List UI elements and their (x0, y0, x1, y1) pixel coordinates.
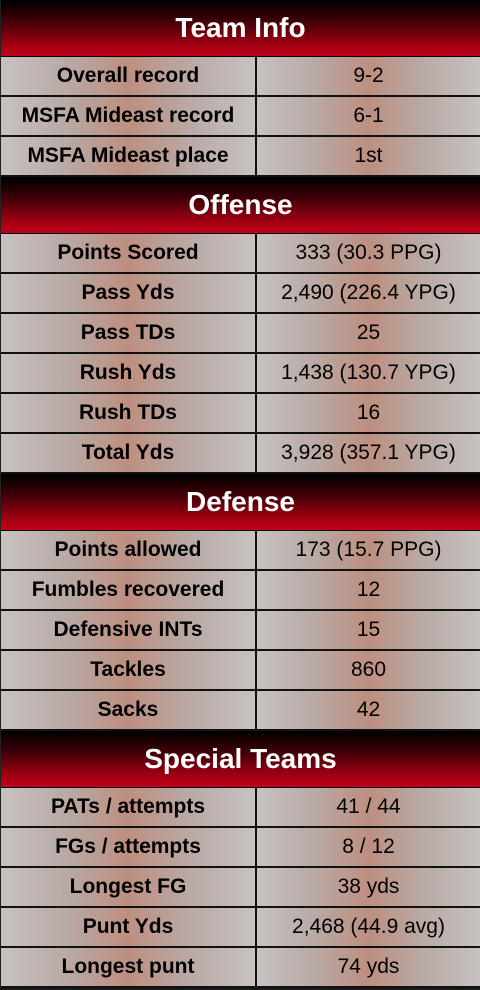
row-label: Pass Yds (1, 274, 257, 312)
row-label: Rush Yds (1, 354, 257, 392)
section-header-team-info: Team Info (1, 0, 480, 57)
row-value: 6-1 (257, 97, 480, 135)
section-header-defense: Defense (1, 474, 480, 531)
row-label: Overall record (1, 57, 257, 95)
row-label: Pass TDs (1, 314, 257, 352)
table-row: FGs / attempts 8 / 12 (1, 828, 480, 868)
table-row: Points allowed 173 (15.7 PPG) (1, 531, 480, 571)
row-value: 333 (30.3 PPG) (257, 234, 480, 272)
row-label: Defensive INTs (1, 611, 257, 649)
table-row: Total Yds 3,928 (357.1 YPG) (1, 434, 480, 474)
table-row: MSFA Mideast place 1st (1, 137, 480, 177)
row-label: Punt Yds (1, 908, 257, 946)
row-label: Longest FG (1, 868, 257, 906)
row-value: 41 / 44 (257, 788, 480, 826)
table-row: PATs / attempts 41 / 44 (1, 788, 480, 828)
table-row: Sacks 42 (1, 691, 480, 731)
table-row: Tackles 860 (1, 651, 480, 691)
section-header-special-teams: Special Teams (1, 731, 480, 788)
row-label: FGs / attempts (1, 828, 257, 866)
table-row: Defensive INTs 15 (1, 611, 480, 651)
row-label: Longest punt (1, 948, 257, 986)
row-value: 173 (15.7 PPG) (257, 531, 480, 569)
table-row: Longest punt 74 yds (1, 948, 480, 988)
table-row: Rush TDs 16 (1, 394, 480, 434)
row-value: 12 (257, 571, 480, 609)
row-label: Points allowed (1, 531, 257, 569)
row-label: MSFA Mideast place (1, 137, 257, 175)
row-label: Points Scored (1, 234, 257, 272)
row-value: 9-2 (257, 57, 480, 95)
table-row: Fumbles recovered 12 (1, 571, 480, 611)
row-value: 860 (257, 651, 480, 689)
table-row: Pass TDs 25 (1, 314, 480, 354)
row-value: 25 (257, 314, 480, 352)
row-value: 2,468 (44.9 avg) (257, 908, 480, 946)
table-row: MSFA Mideast record 6-1 (1, 97, 480, 137)
table-row: Punt Yds 2,468 (44.9 avg) (1, 908, 480, 948)
table-row: Overall record 9-2 (1, 57, 480, 97)
row-label: Fumbles recovered (1, 571, 257, 609)
row-value: 16 (257, 394, 480, 432)
table-row: Rush Yds 1,438 (130.7 YPG) (1, 354, 480, 394)
row-value: 2,490 (226.4 YPG) (257, 274, 480, 312)
row-value: 1st (257, 137, 480, 175)
row-label: PATs / attempts (1, 788, 257, 826)
row-label: Total Yds (1, 434, 257, 472)
row-value: 74 yds (257, 948, 480, 986)
row-value: 38 yds (257, 868, 480, 906)
row-value: 42 (257, 691, 480, 729)
row-label: Sacks (1, 691, 257, 729)
row-label: Rush TDs (1, 394, 257, 432)
row-value: 15 (257, 611, 480, 649)
row-value: 1,438 (130.7 YPG) (257, 354, 480, 392)
table-row: Longest FG 38 yds (1, 868, 480, 908)
row-label: Tackles (1, 651, 257, 689)
row-value: 3,928 (357.1 YPG) (257, 434, 480, 472)
table-row: Points Scored 333 (30.3 PPG) (1, 234, 480, 274)
table-row: Pass Yds 2,490 (226.4 YPG) (1, 274, 480, 314)
row-value: 8 / 12 (257, 828, 480, 866)
section-header-offense: Offense (1, 177, 480, 234)
row-label: MSFA Mideast record (1, 97, 257, 135)
